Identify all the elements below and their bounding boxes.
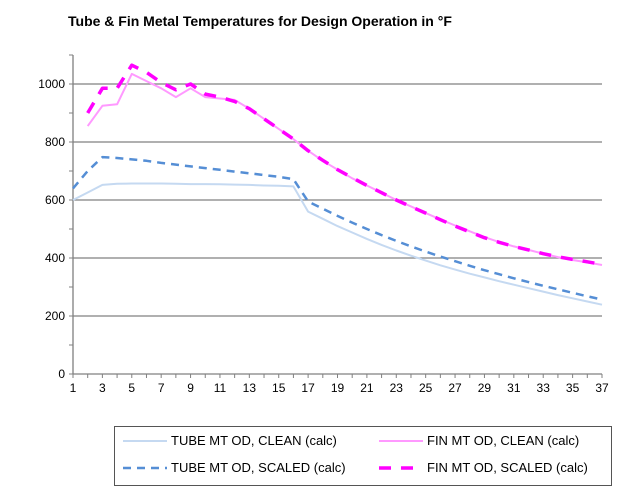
legend: TUBE MT OD, CLEAN (calc) FIN MT OD, CLEA… xyxy=(114,426,612,486)
legend-swatch xyxy=(379,465,415,470)
x-tick-label: 27 xyxy=(448,381,462,395)
y-tick-label: 0 xyxy=(58,367,65,381)
x-tick-label: 21 xyxy=(360,381,374,395)
y-tick-label: 400 xyxy=(45,251,65,265)
x-tick-label: 5 xyxy=(128,381,135,395)
x-tick-label: 3 xyxy=(99,381,106,395)
legend-item-fin-clean: FIN MT OD, CLEAN (calc) xyxy=(379,433,579,448)
legend-label: FIN MT OD, SCALED (calc) xyxy=(427,460,588,475)
series-line-2 xyxy=(72,155,603,301)
y-tick-label: 200 xyxy=(45,309,65,323)
legend-label: TUBE MT OD, CLEAN (calc) xyxy=(171,433,337,448)
legend-item-fin-scaled: FIN MT OD, SCALED (calc) xyxy=(379,460,588,475)
x-tick-label: 31 xyxy=(507,381,521,395)
legend-swatch xyxy=(379,439,423,442)
series-line-0 xyxy=(72,182,603,306)
legend-swatch xyxy=(123,466,167,469)
chart-title: Tube & Fin Metal Temperatures for Design… xyxy=(68,13,452,29)
y-tick-label: 800 xyxy=(45,135,65,149)
x-tick-label: 1 xyxy=(70,381,77,395)
x-tick-label: 33 xyxy=(537,381,551,395)
x-tick-label: 25 xyxy=(419,381,433,395)
x-tick-label: 37 xyxy=(595,381,609,395)
x-tick-label: 17 xyxy=(301,381,315,395)
x-tick-label: 7 xyxy=(158,381,165,395)
legend-item-tube-scaled: TUBE MT OD, SCALED (calc) xyxy=(123,460,346,475)
legend-item-tube-clean: TUBE MT OD, CLEAN (calc) xyxy=(123,433,337,448)
x-tick-label: 29 xyxy=(478,381,492,395)
y-tick-label: 600 xyxy=(45,193,65,207)
legend-label: TUBE MT OD, SCALED (calc) xyxy=(171,460,346,475)
series-line-3 xyxy=(86,63,603,267)
x-tick-label: 35 xyxy=(566,381,580,395)
x-tick-label: 13 xyxy=(243,381,257,395)
y-tick-label: 1000 xyxy=(38,77,65,91)
x-tick-label: 19 xyxy=(331,381,345,395)
x-tick-label: 11 xyxy=(214,381,227,395)
x-tick-label: 9 xyxy=(187,381,194,395)
series-line-1 xyxy=(86,72,603,266)
legend-label: FIN MT OD, CLEAN (calc) xyxy=(427,433,580,448)
legend-swatch xyxy=(123,439,167,442)
x-tick-label: 15 xyxy=(272,381,286,395)
x-tick-label: 23 xyxy=(390,381,404,395)
